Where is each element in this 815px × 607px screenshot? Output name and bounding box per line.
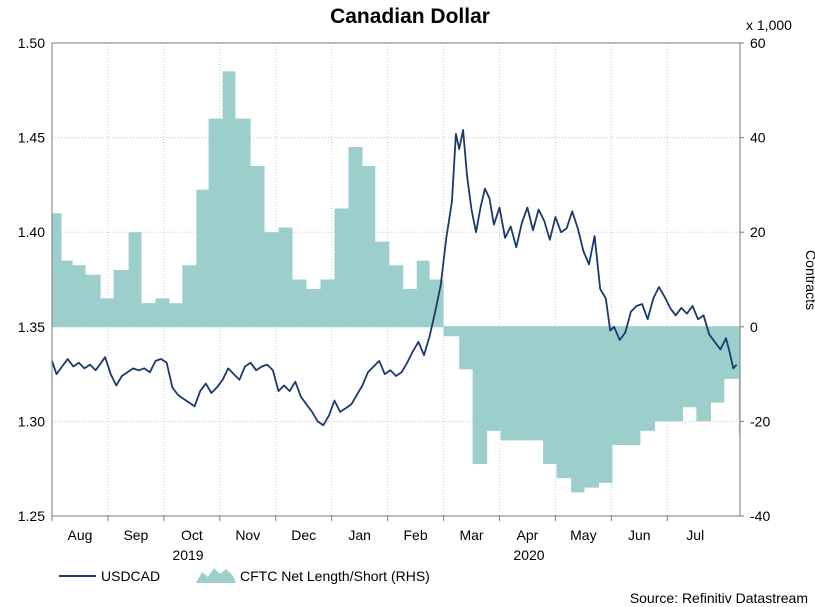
right-tick-label: 0	[750, 319, 758, 335]
x-month-label: Feb	[404, 527, 428, 543]
left-tick-label: 1.45	[18, 130, 45, 146]
x-axis-ticks: Aug Sep Oct Nov Dec Jan Feb Mar Apr May Jun Jul	[51, 516, 704, 543]
left-axis-ticks: 1.25 1.30 1.35 1.40 1.45 1.50	[18, 35, 45, 524]
right-axis-ticks: -40 -20 0 20 40 60	[740, 35, 770, 524]
x-month-label: Nov	[235, 527, 260, 543]
legend-area-label: CFTC Net Length/Short (RHS)	[240, 568, 430, 584]
source-note: Source: Refinitiv Datastream	[630, 590, 808, 606]
x-month-label: Aug	[68, 527, 93, 543]
left-tick-label: 1.30	[18, 413, 45, 429]
cftc-area-layer	[52, 71, 740, 493]
left-tick-label: 1.50	[18, 35, 45, 51]
x-month-label: May	[570, 527, 596, 543]
legend-area-swatch	[196, 568, 236, 583]
x-year-2020: 2020	[513, 547, 544, 563]
chart-title: Canadian Dollar	[330, 5, 490, 28]
right-tick-label: 40	[750, 130, 766, 146]
usdcad-line-layer	[51, 129, 738, 427]
legend-line-label: USDCAD	[101, 568, 160, 584]
right-tick-label: 60	[750, 35, 766, 51]
x-month-label: Jan	[348, 527, 371, 543]
left-tick-label: 1.35	[18, 319, 45, 335]
left-tick-label: 1.40	[18, 224, 45, 240]
legend: USDCAD CFTC Net Length/Short (RHS)	[59, 568, 430, 584]
right-tick-label: -20	[750, 413, 770, 429]
x-month-label: Mar	[459, 527, 483, 543]
x-month-label: Oct	[181, 527, 203, 543]
cftc-area	[52, 71, 740, 493]
x-month-label: Apr	[517, 527, 539, 543]
plot-frame	[51, 42, 741, 517]
x-month-label: Jun	[628, 527, 651, 543]
right-axis-unit-label: x 1,000	[746, 17, 792, 33]
right-tick-label: 20	[750, 224, 766, 240]
x-month-label: Jul	[686, 527, 704, 543]
x-month-label: Dec	[291, 527, 316, 543]
left-tick-label: 1.25	[18, 508, 45, 524]
usdcad-line	[51, 129, 738, 427]
right-tick-label: -40	[750, 508, 770, 524]
x-year-2019: 2019	[172, 547, 203, 563]
x-month-label: Sep	[123, 527, 148, 543]
right-axis-title: Contracts	[803, 250, 815, 310]
